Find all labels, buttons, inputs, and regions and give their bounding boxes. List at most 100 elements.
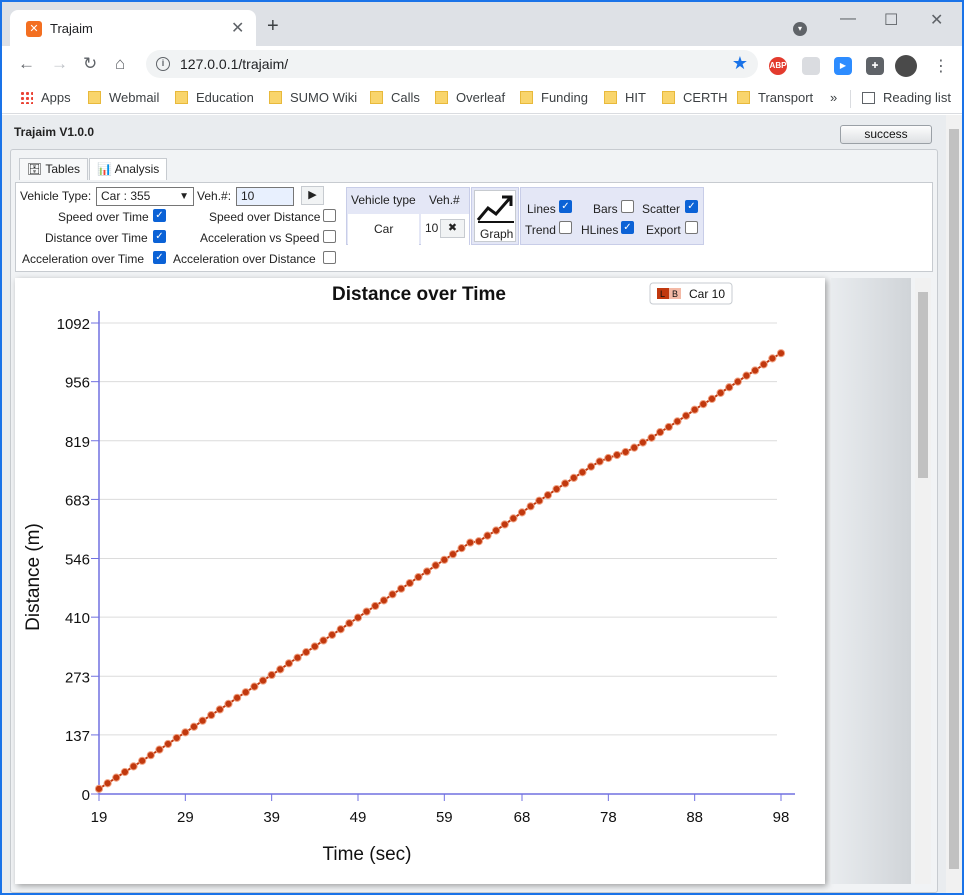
zoom-extension-icon[interactable]: ▶ — [834, 57, 852, 75]
folder-icon — [370, 91, 383, 104]
checkbox-scatter[interactable]: ✓ — [685, 200, 698, 213]
opt-label-hlines: HLines — [581, 223, 619, 237]
play-button[interactable]: ▶ — [301, 186, 324, 205]
bookmarks-overflow-icon[interactable]: » — [830, 90, 838, 105]
extensions-puzzle-icon[interactable]: ✚ — [866, 57, 884, 75]
data-point — [120, 767, 129, 777]
bookmark-certh[interactable]: CERTH — [662, 90, 728, 105]
data-point — [241, 688, 250, 697]
tab-search-icon[interactable]: ▾ — [793, 22, 807, 36]
tab-tables[interactable]: 🗄 Tables — [19, 158, 89, 180]
status-button[interactable]: success — [840, 125, 932, 144]
bookmark-hit[interactable]: HIT — [604, 90, 646, 105]
bookmark-calls[interactable]: Calls — [370, 90, 420, 105]
browser-tab[interactable]: ✕ Trajaim ✕ — [10, 10, 256, 46]
back-icon[interactable]: ← — [18, 54, 35, 73]
chart-container: Distance over Time L B Car 10 0 137 273 410… — [15, 278, 825, 884]
y-axis-label: Distance (m) — [23, 523, 44, 631]
url-text[interactable]: 127.0.0.1/trajaim/ — [180, 56, 289, 72]
opt-label-lines: Lines — [527, 202, 556, 216]
x-tick-label: 88 — [686, 809, 703, 826]
tab-analysis[interactable]: 📊 Analysis — [89, 158, 168, 180]
inner-scrollbar[interactable] — [915, 278, 931, 884]
bookmark-transport[interactable]: Transport — [737, 90, 813, 105]
address-bar[interactable]: i 127.0.0.1/trajaim/ ★ — [146, 50, 758, 78]
checkbox-accel-time[interactable]: ✓ — [153, 251, 166, 264]
checkbox-hlines[interactable]: ✓ — [621, 221, 634, 234]
bookmark-funding[interactable]: Funding — [520, 90, 588, 105]
profile-avatar[interactable] — [895, 55, 917, 77]
maximize-icon[interactable]: ☐ — [884, 12, 899, 29]
check-label-distance-time: Distance over Time — [45, 231, 148, 245]
close-tab-icon[interactable]: ✕ — [231, 20, 245, 37]
close-window-icon[interactable]: ✕ — [930, 12, 944, 29]
bookmark-education[interactable]: Education — [175, 90, 254, 105]
veh-num-input[interactable]: 10 — [236, 187, 294, 206]
document-extension-icon[interactable] — [802, 57, 820, 75]
adblock-icon[interactable]: ABP — [769, 57, 787, 75]
reading-list-button[interactable]: Reading list — [862, 90, 951, 105]
data-point — [345, 619, 354, 628]
tab-strip: ✕ Trajaim ✕ + ▾ — ☐ ✕ — [2, 2, 962, 46]
x-tick-label: 49 — [350, 809, 367, 826]
home-icon[interactable]: ⌂ — [115, 54, 126, 73]
data-point — [673, 417, 682, 426]
app-header: Trajaim V1.0.0 success — [10, 121, 940, 145]
checkbox-export[interactable] — [685, 221, 698, 234]
data-point — [457, 544, 466, 553]
distance-time-chart: Distance over Time L B Car 10 0 137 273 410… — [23, 282, 795, 865]
data-point — [138, 756, 147, 765]
info-icon[interactable]: i — [156, 57, 170, 71]
data-point — [466, 538, 475, 547]
checkbox-accel-speed[interactable] — [323, 230, 336, 243]
veh-num-label: Veh.#: — [197, 189, 232, 203]
menu-kebab-icon[interactable]: ⋮ — [933, 58, 949, 75]
bookmark-apps[interactable]: Apps — [20, 90, 71, 105]
data-point — [776, 349, 786, 358]
data-point — [630, 443, 639, 452]
remove-vehicle-icon[interactable]: ✖ — [440, 219, 465, 238]
x-tick-label: 39 — [263, 809, 280, 826]
reload-icon[interactable]: ↻ — [83, 54, 98, 73]
minimize-icon[interactable]: — — [840, 10, 856, 27]
data-point — [379, 596, 388, 605]
y-tick-label: 273 — [65, 669, 90, 686]
data-point — [733, 377, 742, 386]
data-point — [207, 710, 216, 720]
checkbox-bars[interactable] — [621, 200, 634, 213]
folder-icon — [88, 91, 101, 104]
data-point — [163, 739, 173, 749]
chart-series — [94, 349, 786, 793]
data-point — [681, 411, 691, 420]
checkbox-distance-time[interactable]: ✓ — [153, 230, 166, 243]
forward-icon[interactable]: → — [51, 54, 68, 73]
data-point — [422, 567, 432, 576]
chart-side-area — [831, 278, 911, 884]
x-tick-label: 29 — [177, 809, 194, 826]
trend-up-icon — [476, 195, 514, 223]
checkbox-accel-distance[interactable] — [323, 251, 336, 264]
checkbox-lines[interactable]: ✓ — [559, 200, 572, 213]
y-tick-label: 956 — [65, 375, 90, 392]
data-point — [483, 531, 492, 540]
checkbox-speed-distance[interactable] — [323, 209, 336, 222]
data-point — [535, 496, 544, 505]
graph-button[interactable]: Graph — [471, 187, 519, 245]
chart-title: Distance over Time — [332, 284, 506, 305]
vehicle-type-select[interactable]: Car : 355 ▼ — [96, 187, 194, 206]
checkbox-trend[interactable] — [559, 221, 572, 234]
bookmark-webmail[interactable]: Webmail — [88, 90, 159, 105]
bookmark-overleaf[interactable]: Overleaf — [435, 90, 505, 105]
page-scrollbar[interactable] — [946, 115, 962, 893]
new-tab-icon[interactable]: + — [267, 15, 279, 37]
bookmark-sumo-wiki[interactable]: SUMO Wiki — [269, 90, 357, 105]
data-point — [250, 682, 259, 691]
data-point — [526, 502, 535, 511]
bookmarks-bar: Apps Webmail Education SUMO Wiki Calls O… — [2, 82, 962, 114]
data-point — [595, 457, 604, 466]
chart-legend[interactable]: L B Car 10 — [649, 282, 733, 305]
page-scroll-thumb[interactable] — [949, 129, 959, 869]
checkbox-speed-time[interactable]: ✓ — [153, 209, 166, 222]
inner-scroll-thumb[interactable] — [918, 292, 928, 478]
bookmark-star-icon[interactable]: ★ — [731, 53, 748, 73]
